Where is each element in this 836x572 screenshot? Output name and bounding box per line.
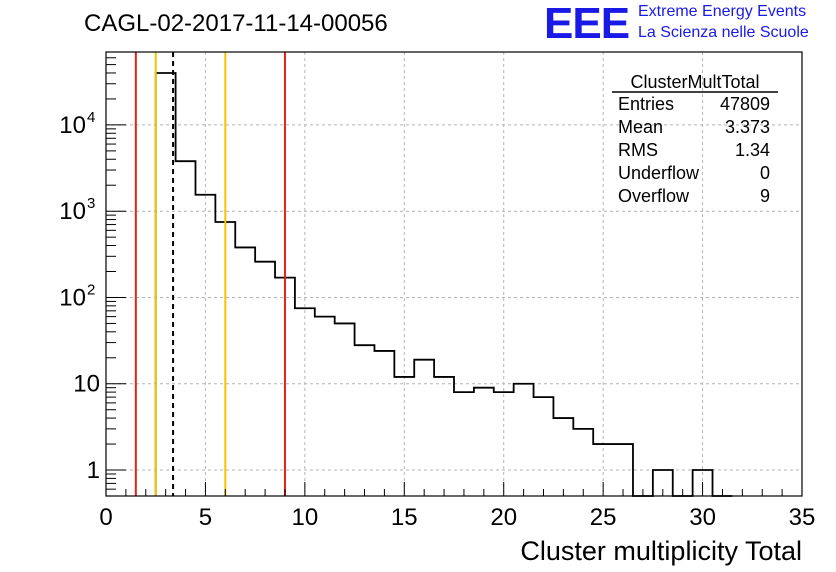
stats-value-underflow: 0 bbox=[760, 163, 770, 183]
stats-label-entries: Entries bbox=[618, 94, 674, 114]
y-tick-label: 1 bbox=[87, 457, 100, 484]
stats-value-rms: 1.34 bbox=[735, 140, 770, 160]
x-tick-label: 25 bbox=[590, 504, 617, 531]
histogram-bin bbox=[414, 360, 434, 496]
y-tick-label: 10 bbox=[59, 198, 86, 225]
x-tick-label: 15 bbox=[391, 504, 418, 531]
eee-logo: EEE bbox=[544, 0, 630, 48]
y-tick-exponent: 4 bbox=[87, 109, 95, 126]
histogram-bin bbox=[573, 429, 593, 496]
stats-value-entries: 47809 bbox=[720, 94, 770, 114]
stats-label-overflow: Overflow bbox=[618, 186, 690, 206]
histogram-bin bbox=[235, 247, 255, 496]
stats-label-rms: RMS bbox=[618, 140, 658, 160]
histogram-bin bbox=[553, 418, 573, 496]
plot-frame bbox=[105, 51, 803, 497]
histogram-bin bbox=[355, 345, 375, 496]
y-tick-label: 10 bbox=[59, 112, 86, 139]
x-tick-label: 30 bbox=[689, 504, 716, 531]
stats-label-underflow: Underflow bbox=[618, 163, 700, 183]
histogram-bin bbox=[374, 351, 394, 496]
y-tick-label: 10 bbox=[59, 284, 86, 311]
histogram-bin bbox=[255, 262, 275, 496]
y-tick-exponent: 3 bbox=[87, 195, 95, 212]
histogram-bars bbox=[154, 72, 733, 497]
y-tick-exponent: 2 bbox=[87, 281, 95, 298]
stats-box-title: ClusterMultTotal bbox=[630, 72, 759, 92]
histogram-bin bbox=[474, 388, 494, 496]
histogram-bin bbox=[454, 392, 474, 496]
x-axis-label: Cluster multiplicity Total bbox=[520, 536, 802, 566]
eee-logo-line2: La Scienza nelle Scuole bbox=[638, 24, 809, 41]
x-tick-label: 0 bbox=[99, 504, 112, 531]
histogram-bin bbox=[534, 397, 554, 496]
histogram-bin bbox=[315, 317, 335, 496]
x-tick-label: 10 bbox=[292, 504, 319, 531]
stats-value-overflow: 9 bbox=[760, 186, 770, 206]
histogram-outline bbox=[154, 72, 733, 497]
histogram-bin bbox=[434, 377, 454, 496]
x-tick-label: 35 bbox=[789, 504, 816, 531]
histogram-bin bbox=[335, 323, 355, 496]
eee-logo-line1: Extreme Energy Events bbox=[638, 3, 807, 20]
stats-label-mean: Mean bbox=[618, 117, 663, 137]
stats-value-mean: 3.373 bbox=[725, 117, 770, 137]
x-tick-label: 20 bbox=[490, 504, 517, 531]
run-title: CAGL-02-2017-11-14-00056 bbox=[84, 10, 388, 37]
x-tick-label: 5 bbox=[199, 504, 212, 531]
y-tick-label: 10 bbox=[73, 371, 100, 398]
marker-lines bbox=[134, 52, 286, 496]
histogram-bin bbox=[514, 384, 534, 496]
grid bbox=[105, 52, 803, 496]
